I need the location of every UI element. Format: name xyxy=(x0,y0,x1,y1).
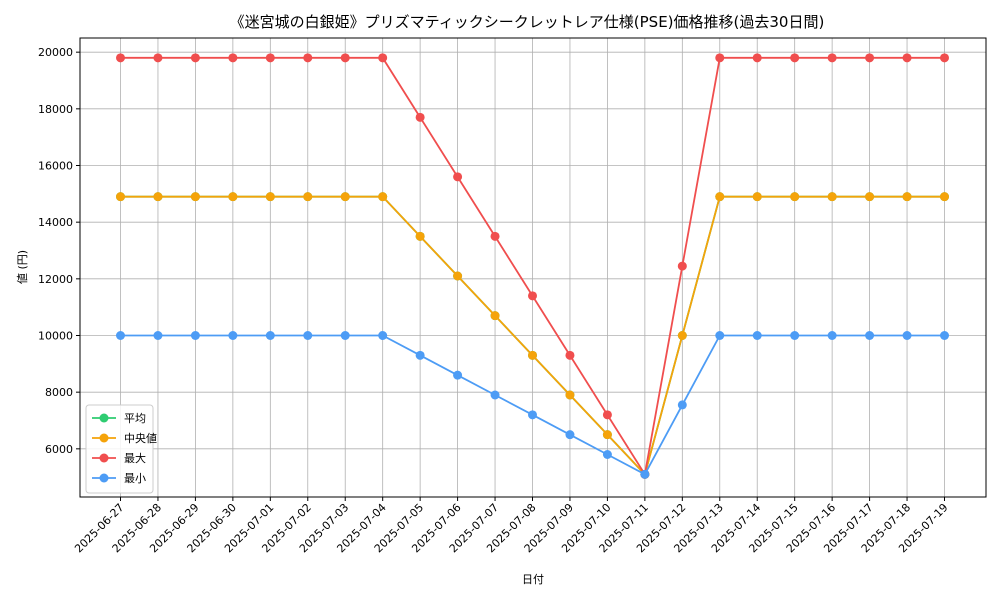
data-point xyxy=(303,53,313,63)
legend-label: 最大 xyxy=(124,451,146,465)
data-point xyxy=(378,331,388,340)
y-tick-label: 20000 xyxy=(38,46,73,59)
data-point xyxy=(303,192,313,202)
legend-box xyxy=(85,404,154,494)
data-point xyxy=(265,331,275,340)
y-tick-label: 14000 xyxy=(38,216,73,229)
data-point xyxy=(677,261,687,271)
y-tick-label: 18000 xyxy=(38,103,73,116)
legend-marker xyxy=(99,453,109,463)
legend-label: 最小 xyxy=(124,472,146,485)
data-point xyxy=(453,370,463,380)
data-point xyxy=(153,192,163,202)
legend-marker xyxy=(99,473,109,483)
data-point xyxy=(715,331,725,340)
data-point xyxy=(565,350,575,360)
legend-label: 中央値 xyxy=(124,432,157,445)
data-point xyxy=(528,350,537,360)
data-point xyxy=(752,331,762,340)
data-point xyxy=(752,192,762,202)
data-point xyxy=(940,331,949,340)
data-point xyxy=(116,331,125,340)
data-point xyxy=(303,331,313,340)
legend-marker xyxy=(99,433,109,443)
data-point xyxy=(228,331,238,340)
y-axis-label: 値 (円) xyxy=(16,250,29,284)
data-point xyxy=(677,400,687,410)
y-tick-label: 8000 xyxy=(45,386,73,399)
data-point xyxy=(602,410,612,420)
data-point xyxy=(715,192,725,202)
data-point xyxy=(153,331,163,340)
data-point xyxy=(116,192,125,202)
data-point xyxy=(528,291,537,301)
data-point xyxy=(265,53,275,63)
data-point xyxy=(715,53,725,63)
data-point xyxy=(190,192,200,202)
data-point xyxy=(340,192,350,202)
data-point xyxy=(940,53,949,63)
data-point xyxy=(565,430,575,440)
data-point xyxy=(153,53,163,63)
data-point xyxy=(415,231,425,241)
data-point xyxy=(940,192,949,202)
data-point xyxy=(265,192,275,202)
data-point xyxy=(490,231,500,241)
data-point xyxy=(453,271,463,281)
data-point xyxy=(865,331,875,340)
series-2 xyxy=(116,53,949,479)
data-point xyxy=(865,53,875,63)
data-point xyxy=(190,331,200,340)
data-point xyxy=(228,53,238,63)
data-point xyxy=(790,192,800,202)
grid xyxy=(80,38,986,497)
series-1 xyxy=(116,192,949,479)
legend-marker xyxy=(99,413,109,423)
data-point xyxy=(790,53,800,63)
data-point xyxy=(378,192,388,202)
data-point xyxy=(827,53,837,63)
chart-title: 《迷宮城の白銀姫》プリズマティックシークレットレア仕様(PSE)価格推移(過去3… xyxy=(230,13,825,31)
data-point xyxy=(902,192,912,202)
data-point xyxy=(865,192,875,202)
data-point xyxy=(490,311,500,321)
y-tick-label: 16000 xyxy=(38,160,73,173)
data-point xyxy=(528,410,537,420)
y-axis: 6000 8000 10000 12000 14000 16000 18000 20000 xyxy=(38,46,80,456)
data-point xyxy=(902,331,912,340)
x-axis-label: 日付 xyxy=(522,573,544,586)
series-group xyxy=(116,53,949,479)
legend-label: 平均 xyxy=(124,412,146,425)
data-point xyxy=(565,390,575,400)
data-point xyxy=(677,331,687,340)
data-point xyxy=(790,331,800,340)
plot-frame xyxy=(79,37,987,498)
data-point xyxy=(340,53,350,63)
data-point xyxy=(228,192,238,202)
data-point xyxy=(602,430,612,440)
data-point xyxy=(378,53,388,63)
data-point xyxy=(640,469,650,479)
data-point xyxy=(116,53,125,63)
data-point xyxy=(490,390,500,400)
data-point xyxy=(415,112,425,122)
data-point xyxy=(752,53,762,63)
data-point xyxy=(453,172,463,182)
data-point xyxy=(415,350,425,360)
data-point xyxy=(902,53,912,63)
data-point xyxy=(602,450,612,459)
y-tick-label: 12000 xyxy=(38,273,73,286)
y-tick-label: 6000 xyxy=(45,443,73,456)
data-point xyxy=(340,331,350,340)
data-point xyxy=(827,331,837,340)
y-tick-label: 10000 xyxy=(38,330,73,343)
x-axis: 2025-06-272025-06-282025-06-292025-06-30… xyxy=(72,497,951,555)
data-point xyxy=(827,192,837,202)
data-point xyxy=(190,53,200,63)
series-3 xyxy=(116,331,949,479)
